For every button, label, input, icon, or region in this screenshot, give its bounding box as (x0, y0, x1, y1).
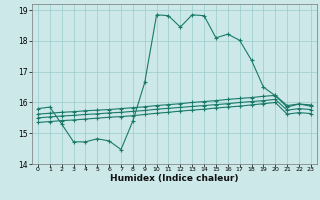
X-axis label: Humidex (Indice chaleur): Humidex (Indice chaleur) (110, 174, 239, 183)
